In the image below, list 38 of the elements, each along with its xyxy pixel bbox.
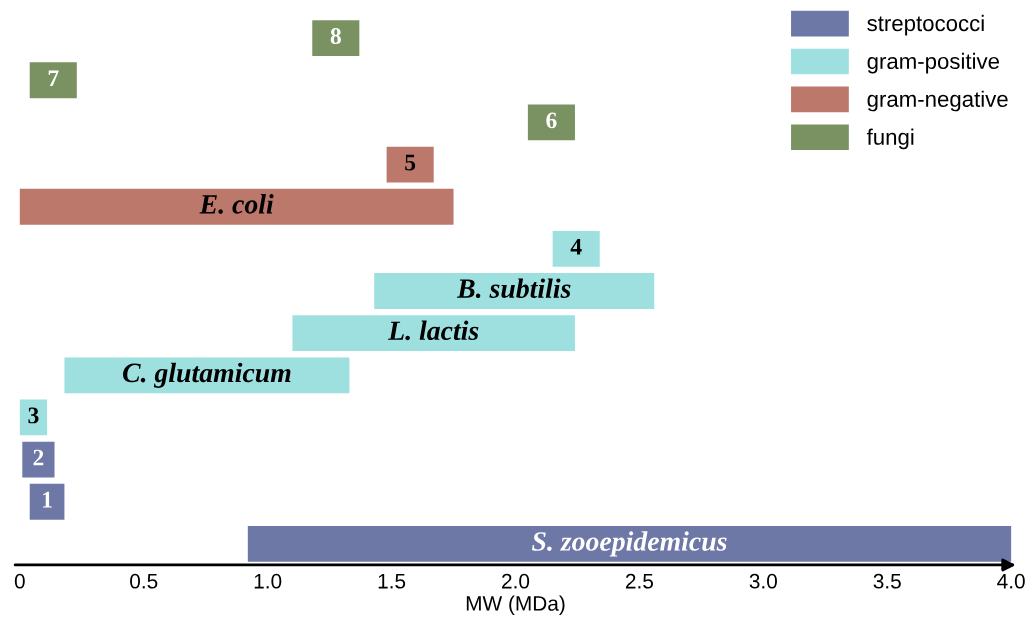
y-tick-label: 8 (330, 28, 341, 45)
bar (292, 315, 575, 352)
legend-label: gram-positive (867, 52, 999, 74)
bar (247, 525, 1012, 562)
y-tick-label: 4 (570, 239, 582, 255)
bar (29, 483, 65, 520)
y-tick-label: 1 (43, 491, 52, 508)
x-axis-title: MW (MDa) (466, 595, 565, 615)
y-tick-label: L. lactis (387, 320, 479, 341)
x-tick-label: 1.0 (254, 573, 282, 589)
x-tick-label: 0 (14, 573, 25, 589)
bar (19, 188, 454, 225)
y-tick-label: 6 (546, 112, 557, 129)
x-tick-label: 0.5 (130, 573, 158, 589)
y-tick-label: 5 (405, 154, 416, 171)
x-tick-label: 3.5 (873, 573, 901, 589)
legend-label: streptococci (867, 14, 984, 36)
x-tick-label: 1.5 (378, 574, 406, 589)
legend-label: gram-negative (867, 90, 1008, 112)
y-tick-label: B. subtilis (456, 278, 571, 299)
bar (386, 146, 434, 183)
x-tick-label: 4.0 (997, 573, 1025, 589)
x-tick-label: 2.5 (625, 573, 654, 589)
bar (29, 62, 77, 99)
bar (22, 441, 55, 478)
legend-label: fungi (866, 128, 914, 150)
y-tick-label: 2 (33, 449, 44, 466)
bar (552, 230, 600, 267)
y-tick-label: E. coli (199, 194, 274, 214)
y-tick-label: C. glutamicum (122, 362, 291, 388)
bar (312, 20, 360, 57)
x-tick-label: 2.0 (502, 573, 530, 589)
x-tick-label: 3.0 (749, 573, 777, 589)
bar (374, 273, 655, 309)
y-tick-label: 7 (48, 70, 59, 86)
y-tick-label: 3 (28, 407, 39, 424)
y-tick-label: S. zooepidemicus (531, 531, 727, 557)
bar (527, 104, 575, 141)
